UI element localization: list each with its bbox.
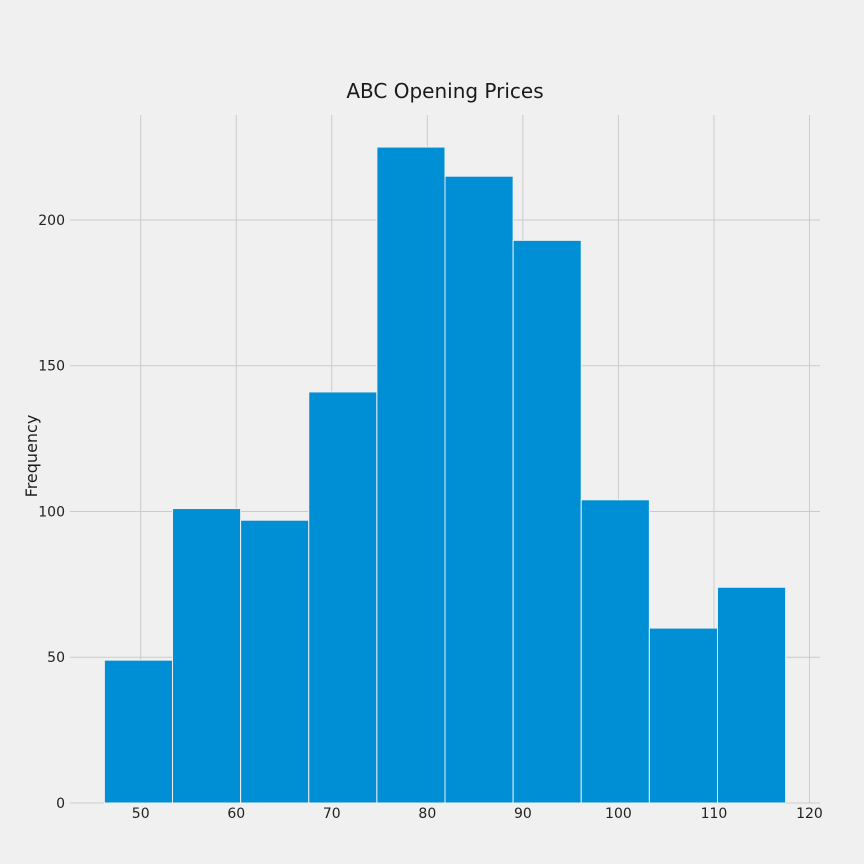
y-axis-label: Frequency [22,415,41,498]
chart-title: ABC Opening Prices [346,79,543,103]
y-tick-label: 50 [47,650,65,666]
histogram-bar [376,146,446,804]
x-axis: 50 60 70 80 90 100 110 120 [132,806,823,822]
histogram-bar [580,499,650,804]
bars-layer [103,146,787,804]
x-tick-label: 70 [323,806,341,822]
x-tick-label: 110 [701,806,728,822]
x-tick-label: 80 [418,806,436,822]
x-tick-label: 90 [514,806,532,822]
histogram-bar [172,508,242,804]
y-tick-label: 0 [56,796,65,812]
y-axis: 0 50 100 150 200 [38,213,65,812]
y-tick-label: 200 [38,213,65,229]
histogram-bar [512,239,582,804]
histogram-bar [308,391,378,804]
y-tick-label: 150 [38,359,65,375]
histogram-bar [444,175,514,804]
histogram-bar [103,659,174,804]
histogram-bar [240,519,310,804]
x-tick-label: 100 [605,806,632,822]
y-tick-label: 100 [38,504,65,520]
histogram-bar [648,627,718,804]
x-tick-label: 50 [132,806,150,822]
histogram-bar [716,586,787,804]
x-tick-label: 60 [227,806,245,822]
x-tick-label: 120 [796,806,823,822]
